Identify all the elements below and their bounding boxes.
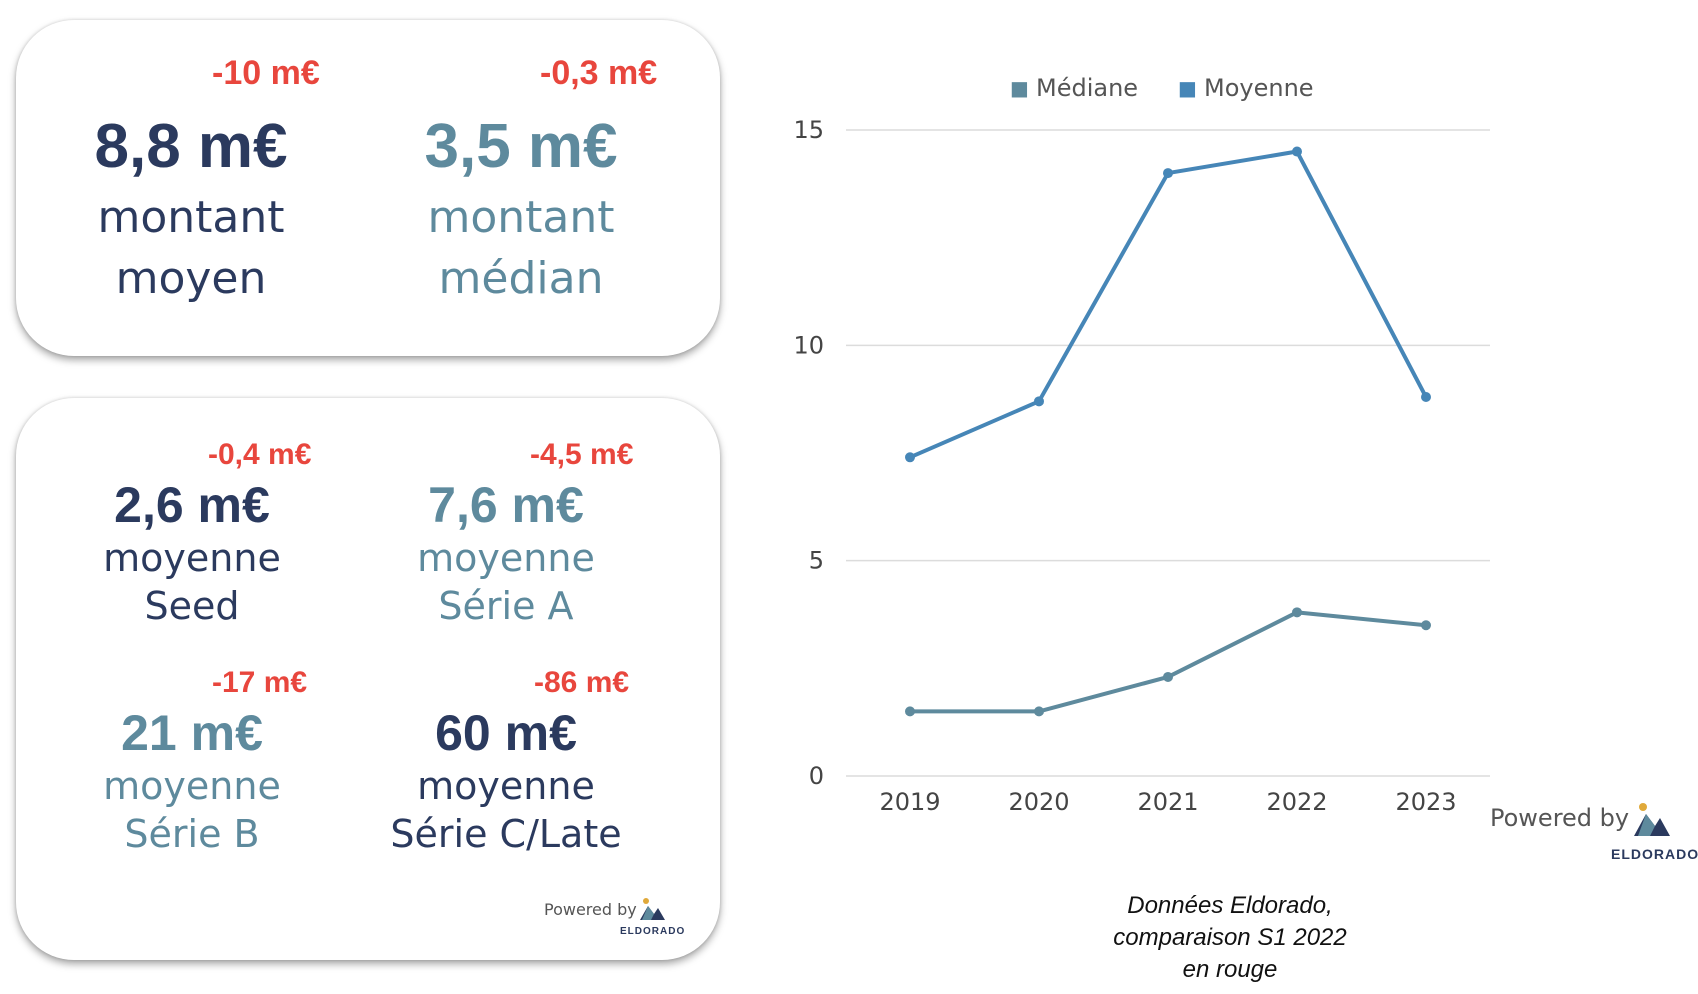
delta-median-amount: -0,3 m€: [540, 54, 658, 92]
summary-card-top: -10 m€ 8,8 m€ montant moyen -0,3 m€ 3,5 …: [16, 20, 720, 356]
x-tick-label: 2022: [1266, 788, 1327, 816]
chart-powered-by-text: Powered by: [1490, 804, 1630, 832]
caption-line2: comparaison S1 2022: [1113, 924, 1347, 951]
stat-value: 21 m€: [121, 705, 263, 761]
stat-serie-b: 21 m€ moyenne Série B: [52, 708, 332, 856]
x-tick-label: 2021: [1137, 788, 1198, 816]
delta-serie-a: -4,5 m€: [530, 438, 634, 471]
stat-seed: 2,6 m€ moyenne Seed: [52, 480, 332, 628]
chart-eldorado-logo-text: ELDORADO: [1611, 846, 1698, 862]
data-point: [1292, 607, 1302, 618]
stat-serie-c-late: 60 m€ moyenne Série C/Late: [346, 708, 666, 856]
source-caption: Données Eldorado, comparaison S1 2022 en…: [1040, 890, 1420, 986]
stat-value: 3,5 m€: [424, 112, 618, 181]
stat-label-line2: Seed: [144, 584, 240, 628]
stat-label-line1: moyenne: [417, 764, 595, 808]
stat-serie-a: 7,6 m€ moyenne Série A: [366, 480, 646, 628]
stat-label-line1: montant: [97, 192, 285, 243]
stat-label-line2: Série C/Late: [390, 812, 622, 856]
legend-marker: ■: [1178, 76, 1197, 100]
y-tick-label: 0: [809, 762, 824, 790]
legend-marker: ■: [1010, 76, 1029, 100]
line-chart: 0 5 10 15 2019 2020 2021 2022 2023 ■ Médiane ■ Moyen…: [793, 74, 1490, 816]
data-point: [1421, 620, 1431, 631]
data-point: [1421, 392, 1431, 403]
delta-mean-amount: -10 m€: [212, 54, 320, 92]
stat-label-line1: montant: [427, 192, 615, 243]
stat-value: 60 m€: [435, 705, 577, 761]
eldorado-logo-text: ELDORADO: [620, 926, 686, 937]
y-tick-label: 15: [793, 116, 824, 144]
stat-value: 8,8 m€: [94, 112, 288, 181]
x-tick-label: 2020: [1008, 788, 1069, 816]
delta-serie-b: -17 m€: [212, 666, 308, 699]
legend-label: Moyenne: [1204, 74, 1314, 102]
stage-breakdown-card: -0,4 m€ 2,6 m€ moyenne Seed -4,5 m€ 7,6 …: [16, 398, 720, 960]
data-point: [1292, 146, 1302, 157]
stat-value: 2,6 m€: [114, 477, 270, 533]
y-tick-label: 10: [793, 331, 824, 359]
data-point: [905, 706, 915, 717]
stat-median-amount: 3,5 m€ montant médian: [376, 112, 666, 305]
chart-eldorado-logo-icon: [1634, 803, 1670, 836]
delta-serie-c-late: -86 m€: [534, 666, 630, 699]
stat-mean-amount: 8,8 m€ montant moyen: [46, 112, 336, 305]
y-tick-label: 5: [809, 547, 824, 575]
legend-label: Médiane: [1036, 74, 1138, 102]
series-line: [909, 149, 1428, 460]
data-point: [1163, 671, 1173, 682]
stat-label-line2: Série A: [438, 584, 574, 628]
delta-seed: -0,4 m€: [208, 438, 312, 471]
stat-label-line1: moyenne: [417, 536, 595, 580]
data-point: [905, 452, 915, 463]
stat-value: 7,6 m€: [428, 477, 584, 533]
caption-line3: en rouge: [1182, 956, 1278, 983]
series-line: [910, 610, 1427, 714]
data-point: [1163, 168, 1173, 179]
powered-by-text: Powered by: [544, 900, 637, 919]
x-tick-label: 2019: [879, 788, 940, 816]
stat-label-line1: moyenne: [103, 536, 281, 580]
eldorado-logo-icon: [640, 898, 665, 920]
stat-label-line2: médian: [438, 253, 604, 304]
x-tick-label: 2023: [1395, 788, 1456, 816]
data-point: [1034, 396, 1044, 407]
data-point: [1034, 706, 1044, 717]
stat-label-line2: Série B: [124, 812, 260, 856]
stat-label-line1: moyenne: [103, 764, 281, 808]
caption-line1: Données Eldorado,: [1127, 892, 1333, 919]
stat-label-line2: moyen: [115, 253, 267, 304]
